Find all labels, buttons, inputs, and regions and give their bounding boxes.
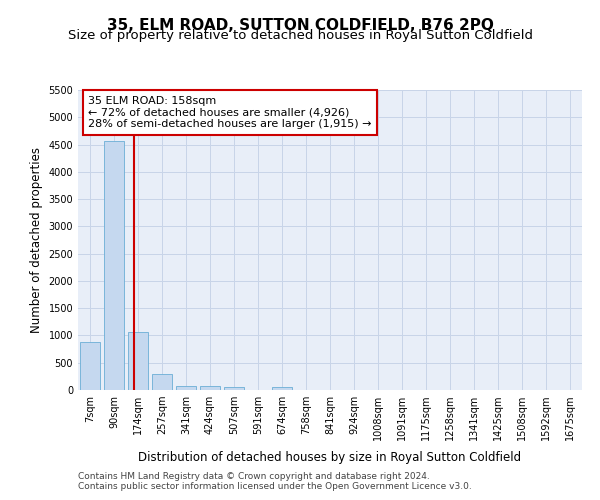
Text: 35, ELM ROAD, SUTTON COLDFIELD, B76 2PQ: 35, ELM ROAD, SUTTON COLDFIELD, B76 2PQ [107,18,493,32]
Text: Contains HM Land Registry data © Crown copyright and database right 2024.: Contains HM Land Registry data © Crown c… [78,472,430,481]
Bar [80,342,100,390]
Bar [104,142,124,390]
Text: Size of property relative to detached houses in Royal Sutton Coldfield: Size of property relative to detached ho… [67,29,533,42]
Bar [176,386,196,390]
Bar [272,386,292,390]
Bar [224,386,244,390]
Bar [152,374,172,390]
Y-axis label: Number of detached properties: Number of detached properties [30,147,43,333]
Bar [128,332,148,390]
Bar [200,386,220,390]
Text: Contains public sector information licensed under the Open Government Licence v3: Contains public sector information licen… [78,482,472,491]
Text: 35 ELM ROAD: 158sqm
← 72% of detached houses are smaller (4,926)
28% of semi-det: 35 ELM ROAD: 158sqm ← 72% of detached ho… [88,96,371,129]
X-axis label: Distribution of detached houses by size in Royal Sutton Coldfield: Distribution of detached houses by size … [139,452,521,464]
